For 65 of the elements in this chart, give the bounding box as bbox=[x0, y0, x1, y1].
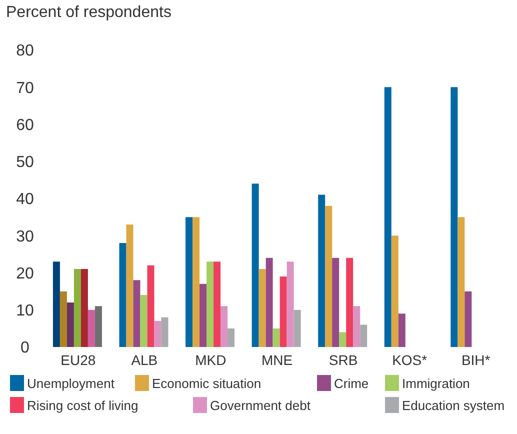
bar bbox=[206, 262, 214, 347]
bar bbox=[318, 194, 326, 347]
x-tick-label: BIH* bbox=[461, 352, 491, 368]
bar bbox=[161, 317, 168, 347]
y-tick-label: 70 bbox=[16, 80, 34, 97]
bar bbox=[252, 184, 259, 347]
bar bbox=[80, 269, 88, 347]
bar bbox=[88, 310, 95, 347]
bar bbox=[133, 280, 140, 347]
bar bbox=[192, 217, 200, 347]
x-tick-label: ALB bbox=[131, 352, 158, 368]
bar bbox=[325, 206, 332, 347]
bar bbox=[147, 265, 154, 347]
legend-label: Education system bbox=[401, 397, 506, 413]
bar bbox=[384, 87, 392, 347]
legend-label: Crime bbox=[333, 375, 370, 391]
bar bbox=[228, 328, 235, 347]
x-tick-label: KOS* bbox=[392, 352, 428, 368]
x-tick-label: MNE bbox=[261, 352, 293, 368]
bar bbox=[391, 236, 398, 347]
x-tick-label: MKD bbox=[195, 352, 226, 368]
bar bbox=[398, 314, 406, 347]
y-tick-label: 10 bbox=[16, 302, 34, 320]
bar bbox=[332, 258, 340, 347]
bar bbox=[464, 291, 472, 347]
bar bbox=[52, 262, 60, 347]
bar bbox=[154, 321, 162, 347]
legend-label: Immigration bbox=[401, 375, 471, 391]
y-tick-label: 30 bbox=[16, 228, 34, 246]
bar bbox=[353, 306, 360, 347]
bar bbox=[266, 258, 273, 347]
x-tick-label: EU28 bbox=[60, 352, 96, 368]
bar bbox=[74, 269, 81, 347]
y-tick-label: 50 bbox=[16, 154, 34, 172]
y-tick-label: 80 bbox=[16, 42, 34, 60]
legend-label: Economic situation bbox=[151, 375, 262, 391]
legend-label: Unemployment bbox=[26, 375, 116, 391]
x-tick-label: SRB bbox=[328, 352, 358, 368]
bar bbox=[140, 295, 148, 347]
bar bbox=[286, 262, 294, 347]
bar bbox=[339, 332, 346, 347]
bar bbox=[186, 217, 193, 347]
bar bbox=[458, 217, 465, 347]
y-tick-label: 20 bbox=[16, 265, 34, 282]
bar bbox=[294, 310, 301, 347]
bar bbox=[60, 291, 67, 347]
bar bbox=[280, 276, 287, 347]
bar bbox=[66, 302, 74, 347]
bar bbox=[200, 284, 207, 347]
bar bbox=[214, 262, 221, 347]
bar bbox=[94, 306, 102, 347]
bar bbox=[360, 324, 368, 347]
y-tick-label: 60 bbox=[16, 116, 34, 134]
y-tick-label: 0 bbox=[20, 340, 30, 357]
legend-label: Government debt bbox=[210, 398, 310, 412]
bar bbox=[258, 269, 266, 347]
bar bbox=[450, 87, 458, 347]
y-axis-title: Percent of respondents bbox=[6, 4, 172, 22]
bar bbox=[272, 328, 280, 347]
bar bbox=[220, 306, 228, 347]
bar bbox=[126, 224, 134, 347]
y-tick-label: 40 bbox=[16, 191, 34, 208]
bar bbox=[119, 243, 126, 347]
bar bbox=[346, 258, 354, 347]
legend-label: Rising cost of living bbox=[26, 397, 138, 413]
